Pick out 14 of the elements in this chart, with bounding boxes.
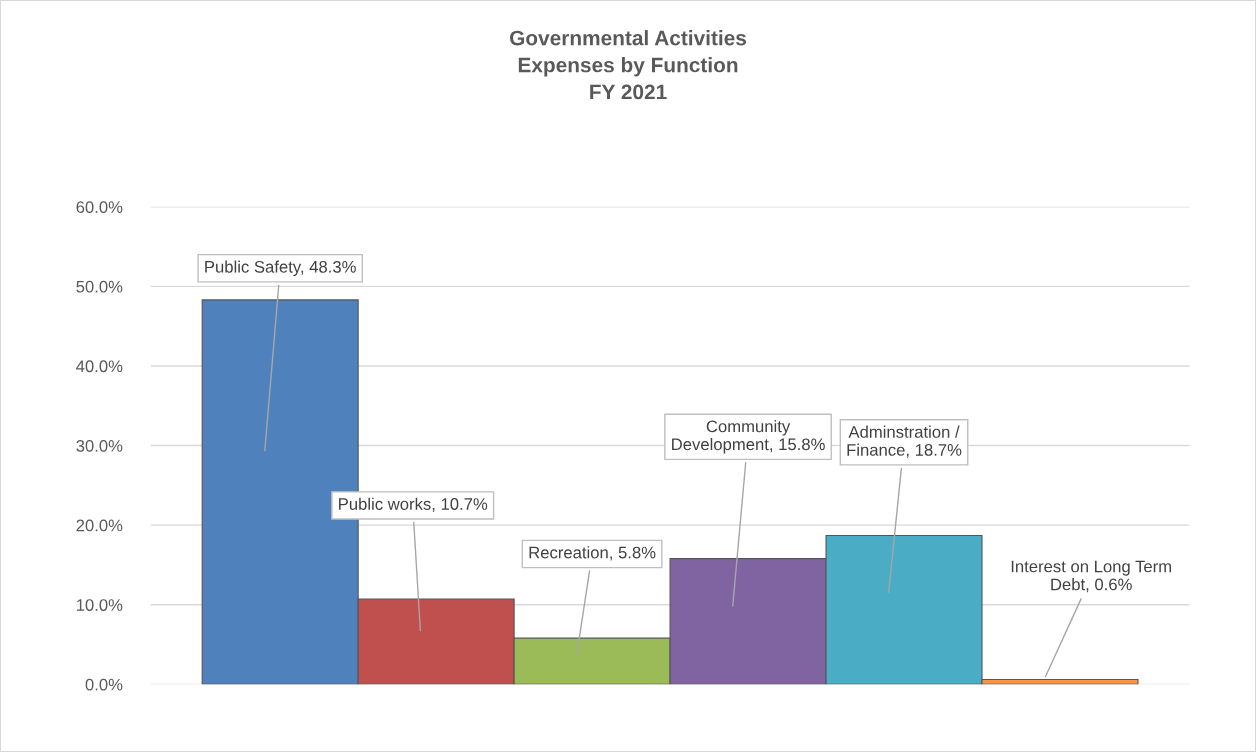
chart-title: Governmental Activities Expenses by Function FY 2021	[510, 30, 747, 100]
data-label: Public Safety, 48.3%	[205, 260, 356, 277]
y-tick-label: 0.0%	[85, 678, 123, 691]
y-tick-label: 30.0%	[76, 439, 123, 452]
y-tick-label: 60.0%	[76, 201, 123, 213]
data-label: Interest on Long Term Debt, 0.6%	[1011, 560, 1171, 593]
data-label: Community Development, 15.8%	[672, 420, 825, 454]
y-tick-label: 40.0%	[76, 360, 123, 373]
y-tick-label: 10.0%	[76, 599, 123, 611]
y-tick-label: 50.0%	[76, 280, 123, 293]
y-tick-label: 20.0%	[76, 519, 123, 532]
data-label: Recreation, 5.8%	[529, 546, 656, 561]
data-label: Adminstration / Finance, 18.7%	[847, 425, 962, 458]
data-label: Public works, 10.7%	[339, 497, 488, 512]
